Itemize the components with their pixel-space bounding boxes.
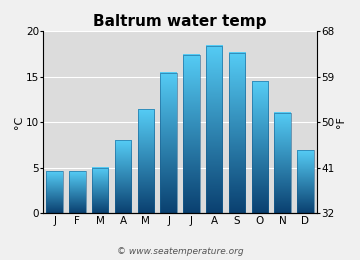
Bar — [183, 55, 199, 213]
Bar — [138, 109, 154, 213]
Bar — [252, 81, 268, 213]
Y-axis label: °F: °F — [336, 116, 346, 128]
Bar — [46, 171, 63, 213]
Text: © www.seatemperature.org: © www.seatemperature.org — [117, 247, 243, 256]
Bar — [69, 171, 86, 213]
Bar — [92, 168, 108, 213]
Bar — [161, 73, 177, 213]
Bar — [229, 53, 245, 213]
Title: Baltrum water temp: Baltrum water temp — [93, 14, 267, 29]
Y-axis label: °C: °C — [14, 116, 24, 129]
Bar — [297, 150, 314, 213]
Bar — [274, 113, 291, 213]
Bar — [206, 46, 222, 213]
Bar — [115, 140, 131, 213]
